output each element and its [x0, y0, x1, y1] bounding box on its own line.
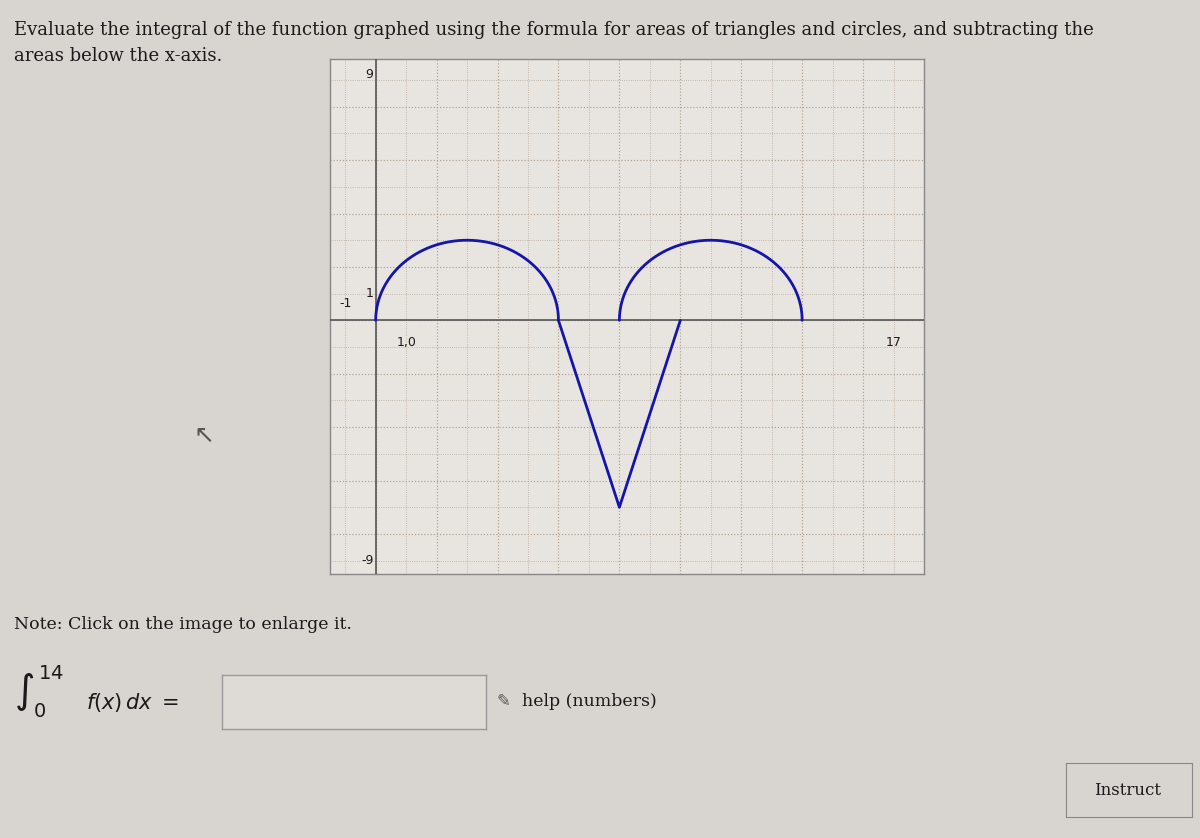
- Text: 9: 9: [365, 68, 373, 81]
- Text: ↖: ↖: [193, 424, 215, 447]
- Text: help (numbers): help (numbers): [522, 693, 656, 710]
- Text: ✎: ✎: [497, 692, 511, 711]
- Text: Note: Click on the image to enlarge it.: Note: Click on the image to enlarge it.: [14, 616, 353, 633]
- Text: $f(x)\,dx\ =$: $f(x)\,dx\ =$: [86, 691, 180, 714]
- Text: Instruct: Instruct: [1094, 782, 1162, 799]
- Text: $\int_0^{14}$: $\int_0^{14}$: [14, 663, 64, 720]
- Text: 1: 1: [365, 287, 373, 300]
- Text: -1: -1: [340, 297, 352, 310]
- Text: Evaluate the integral of the function graphed using the formula for areas of tri: Evaluate the integral of the function gr…: [14, 21, 1094, 65]
- Text: 1,0: 1,0: [396, 336, 416, 349]
- Text: -9: -9: [361, 554, 373, 567]
- Text: 17: 17: [886, 336, 901, 349]
